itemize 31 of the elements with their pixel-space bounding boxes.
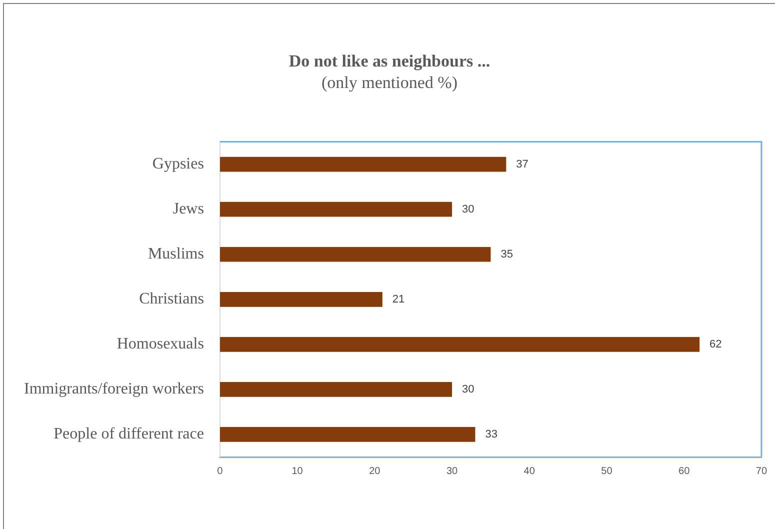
bar: [220, 246, 491, 262]
bar: [220, 337, 700, 352]
y-tick-label: Jews: [172, 200, 204, 218]
y-tick-label: Muslims: [148, 246, 204, 263]
bar: [220, 156, 506, 172]
data-label: 35: [500, 248, 513, 260]
x-tick-label: 40: [524, 466, 536, 477]
x-tick-label: 20: [369, 466, 381, 477]
data-label: 37: [516, 158, 528, 170]
y-tick-label: Gypsies: [152, 156, 204, 173]
x-tick-label: 50: [601, 466, 613, 477]
bar: [220, 202, 452, 217]
y-tick-label: Homosexuals: [116, 336, 204, 353]
chart-title: Do not like as neighbours ...: [288, 52, 490, 71]
bar: [220, 382, 452, 397]
data-label: 21: [392, 293, 405, 306]
data-label: 62: [710, 338, 722, 350]
y-tick-label: Immigrants/foreign workers: [24, 380, 204, 398]
x-tick-label: 60: [678, 466, 690, 477]
x-tick-label: 30: [446, 466, 458, 477]
bar: [220, 292, 382, 307]
data-label: 30: [462, 203, 474, 216]
data-label: 33: [485, 428, 498, 441]
x-tick-label: 10: [292, 466, 304, 477]
y-tick-label: People of different race: [54, 426, 204, 443]
x-tick-label: 70: [756, 466, 768, 477]
chart-subtitle: (only mentioned %): [322, 73, 458, 92]
x-tick-label: 0: [217, 466, 224, 477]
y-tick-label: Christians: [139, 290, 204, 308]
data-label: 30: [462, 383, 474, 396]
bar: [220, 427, 476, 442]
